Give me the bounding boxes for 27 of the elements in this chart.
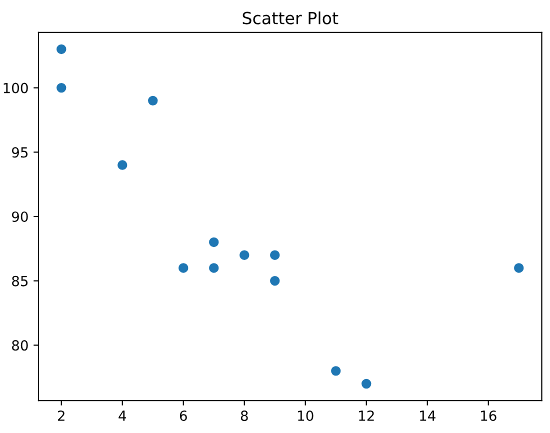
point xyxy=(118,160,128,170)
y-tick-label: 80 xyxy=(12,340,28,351)
point xyxy=(148,96,158,106)
x-tick-label: 10 xyxy=(298,410,314,421)
x-tick-label: 12 xyxy=(359,410,374,421)
point xyxy=(56,82,66,93)
point xyxy=(331,366,341,376)
point xyxy=(240,250,250,260)
point xyxy=(209,237,219,248)
point xyxy=(56,44,66,54)
y-tick-label: 95 xyxy=(12,147,28,158)
point xyxy=(514,263,524,273)
point xyxy=(178,263,188,273)
y-tick-label: 100 xyxy=(4,82,28,94)
x-tick-label: 14 xyxy=(420,410,436,421)
y-tick-label: 90 xyxy=(12,211,28,222)
point xyxy=(362,378,372,389)
point xyxy=(270,250,280,260)
x-tick-label: 2 xyxy=(58,410,64,421)
x-tick-label: 6 xyxy=(180,410,187,421)
chart-title: Scatter Plot xyxy=(242,11,338,24)
y-tick-label: 85 xyxy=(12,276,28,286)
point xyxy=(209,263,219,273)
x-tick-label: 16 xyxy=(481,410,496,421)
x-tick-label: 8 xyxy=(240,410,248,421)
x-tick-label: 4 xyxy=(118,410,126,421)
point xyxy=(270,276,280,286)
